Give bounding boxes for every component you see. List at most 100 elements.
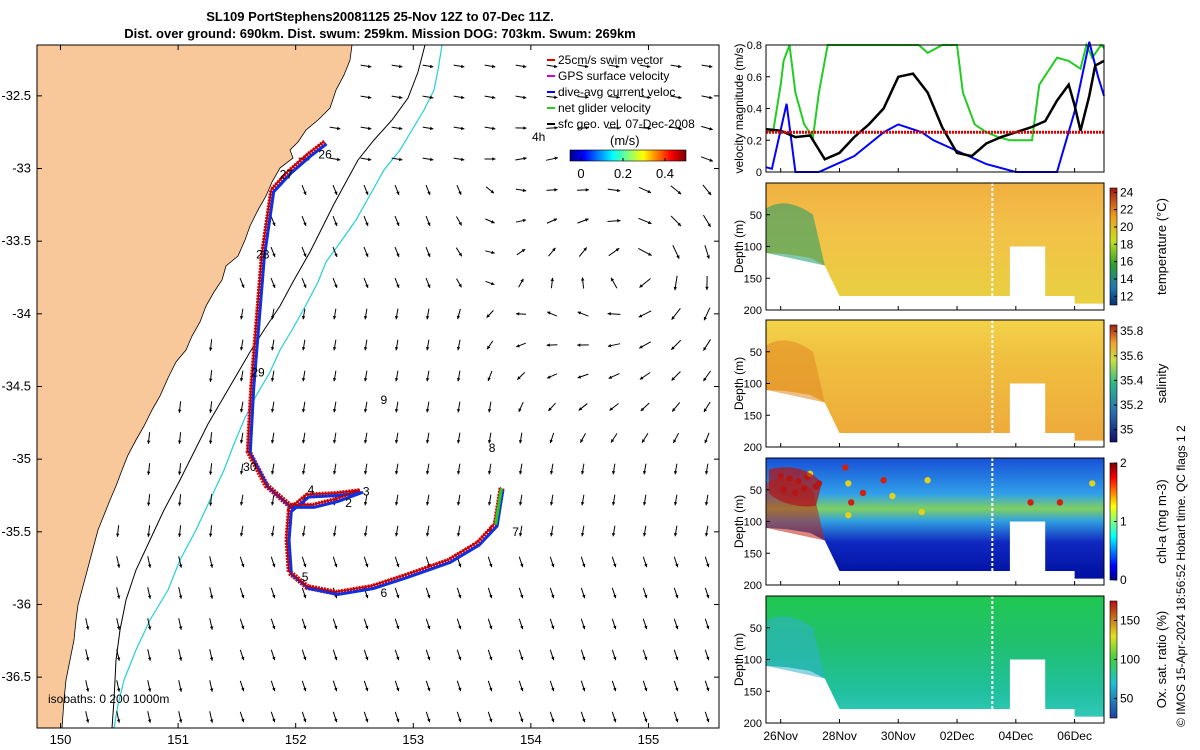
depth-tick-label: 100 [744,517,762,529]
velocity-arrow-head [303,191,307,195]
velocity-arrow-head [177,409,182,413]
velocity-arrow-head [580,501,585,506]
velocity-arrow-head [398,64,403,69]
velocity-arrow-head [239,346,244,351]
velocity-arrow-head [615,64,620,69]
velocity-arrow-head [427,625,431,630]
velocity-arrow-head [703,408,708,413]
colorbar-tick-label: 35 [1120,423,1134,437]
velocity-arrow-head [704,470,709,475]
velocity-arrow-head [644,687,648,692]
land-polygon [37,45,353,728]
legend-entry: sfc geo. vel. 07-Dec-2008 [558,117,695,131]
velocity-arrow-head [703,346,707,351]
velocity-arrow-head [178,719,183,723]
depth-tick-label: 200 [744,305,762,317]
colorbar-tick-label: 35.4 [1120,373,1144,387]
velocity-arrow-head [147,595,152,599]
velocity-arrow-head [582,656,586,661]
lat-tick-label: -32.5 [1,88,31,103]
velocity-arrow-head [116,688,121,692]
velocity-arrow-head [334,718,338,723]
velocity-arrow-head [367,64,372,69]
velocity-arrow-head [398,157,403,162]
velocity-arrow-head [303,625,307,630]
depth-axis-label: Depth (m) [732,495,746,548]
series-line [765,41,1105,173]
velocity-arrow-head [336,157,341,162]
velocity-arrow-head [272,222,276,226]
velocity-arrow-head [577,311,582,315]
velocity-arrow-head [147,626,152,630]
lat-tick-label: -35 [12,451,31,466]
velocity-arrow-head [458,594,462,599]
chl-a-high-patch [768,467,822,507]
velocity-arrow-head [334,284,338,288]
velocity-arrow-head [489,687,493,692]
velocity-arrow-head [332,408,337,413]
velocity-arrow-head [147,657,152,661]
velocity-arrow-head [394,501,399,506]
depth-axis-label: Depth (m) [732,357,746,410]
velocity-arrow-head [516,344,520,348]
velocity-arrow-head [490,281,495,286]
velocity-arrow-head [303,563,307,568]
velocity-arrow-head [394,315,399,320]
depth-tick-label: 100 [744,655,762,667]
velocity-arrow-head [363,377,368,382]
velocity-arrow-head [553,218,558,222]
legend-entry: 25cm/s swim vector [558,53,663,67]
velocity-arrow-head [272,656,276,661]
lat-tick-label: -33.5 [1,233,31,248]
velocity-arrow-head [673,470,678,475]
velocity-arrow-head [241,563,245,568]
velocity-arrow-head [705,286,709,290]
legend-entry: net glider velocity [558,101,651,115]
velocity-arrow-head [518,501,523,506]
velocity-arrow-head [363,470,368,475]
velocity-arrow-head [613,718,617,723]
velocity-arrow-head [85,719,90,723]
colorbar-label: chl-a (mg m-3) [1154,479,1169,564]
velocity-arrow-head [365,191,369,195]
colorbar-tick-label: 0 [1120,573,1127,587]
velocity-arrow-head [365,284,369,288]
velocity-arrow-head [522,95,527,100]
velocity-arrow-head [582,718,586,723]
velocity-arrow-head [427,656,431,661]
salinity-section-chart: 50 100 150 200 Depth (m) 35 35.2 35.4 35.6 35.8 sa… [732,319,1169,454]
velocity-arrow-head [332,470,337,475]
chl-a-point [918,508,925,516]
velocity-arrow-head [642,470,647,475]
velocity-arrow-head [549,532,554,537]
velocity-arrow-head [456,470,461,475]
y-tick-label: 0.4 [747,104,762,116]
velocity-arrow-head [146,440,151,444]
velocity-arrow-head [270,470,275,475]
velocity-arrow-head [396,718,400,723]
velocity-arrow-head [487,345,491,350]
velocity-arrow-head [429,126,434,131]
velocity-arrow-head [554,126,558,130]
velocity-arrow-head [491,64,496,69]
lat-tick-label: -33 [12,161,31,176]
velocity-arrow-head [613,687,617,692]
velocity-arrow-head [332,439,337,444]
velocity-arrow-head [239,408,244,413]
figure-title-line2: Dist. over ground: 690km. Dist. swum: 25… [124,26,636,41]
velocity-arrow-head [398,126,403,131]
velocity-arrow-head [147,688,152,692]
velocity-arrow-head [177,533,182,537]
glider-track [245,140,505,596]
chl-a-point [924,477,931,484]
velocity-arrow-head [706,594,710,599]
velocity-arrow-head [394,532,399,537]
time-tick-label: 30Nov [881,729,916,743]
map-legend: 25cm/s swim vector GPS surface velocity di… [547,53,695,131]
velocity-arrow-head [547,311,551,315]
velocity-arrow-head [334,253,338,257]
velocity-arrow-head [458,563,462,568]
velocity-arrow-head [365,222,369,226]
velocity-arrow-head [456,315,461,320]
